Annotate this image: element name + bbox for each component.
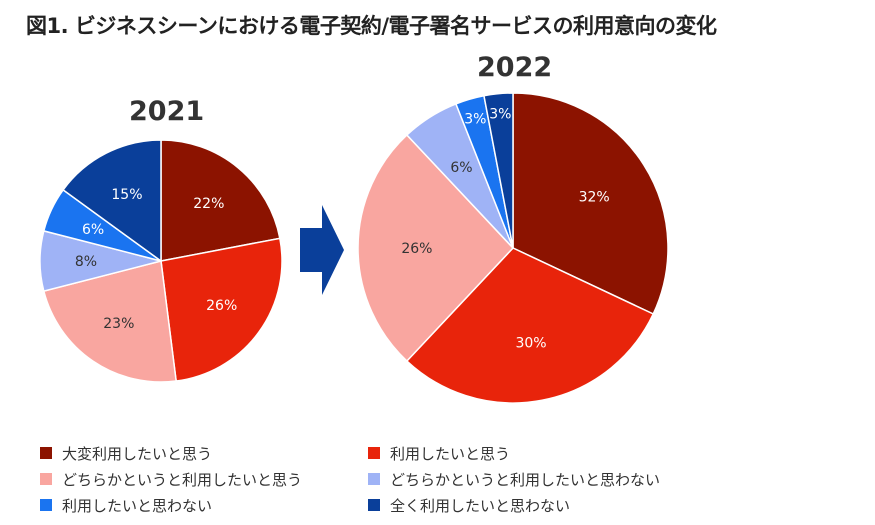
legend-label: 利用したいと思わない	[62, 496, 213, 515]
pie-2021-slice-5	[62, 139, 162, 263]
pie-2021-title: 2021	[129, 96, 205, 127]
pie-2022-label-3: 6%	[450, 160, 472, 176]
pie-2021-label-0: 22%	[193, 196, 224, 212]
pie-2021-label-3: 8%	[75, 254, 97, 270]
pie-2022-slice-2	[357, 133, 515, 363]
pie-2021-label-5: 15%	[111, 187, 142, 203]
legend-label: どちらかというと利用したいと思う	[62, 470, 303, 489]
legend-label: 利用したいと思う	[390, 444, 511, 463]
pie-2021-label-2: 23%	[103, 316, 134, 332]
arrow-icon	[300, 205, 344, 295]
pie-2022-label-2: 26%	[401, 241, 432, 257]
legend-swatch	[40, 447, 52, 459]
pie-2021-label-4: 6%	[82, 222, 104, 238]
pie-2021-slice-1	[160, 237, 283, 382]
pie-2022-slice-0	[512, 92, 669, 315]
pie-2022-label-4: 3%	[464, 112, 486, 128]
pie-2022-label-1: 30%	[515, 335, 546, 351]
legend-item: 利用したいと思わない	[40, 495, 368, 515]
legend-swatch	[368, 447, 380, 459]
legend-item: 全く利用したいと思わない	[368, 495, 698, 515]
pie-2022-slice-5	[483, 92, 514, 249]
legend-item: 大変利用したいと思う	[40, 443, 368, 463]
pie-2021-label-1: 26%	[206, 298, 237, 314]
figure-title: 図1. ビジネスシーンにおける電子契約/電子署名サービスの利用意向の変化	[26, 14, 717, 38]
legend-swatch	[368, 499, 380, 511]
legend-label: どちらかというと利用したいと思わない	[390, 470, 661, 489]
legend-item: 利用したいと思う	[368, 443, 698, 463]
legend-swatch	[40, 473, 52, 485]
legend-label: 大変利用したいと思う	[62, 444, 213, 463]
legend-swatch	[40, 499, 52, 511]
pie-2022-title: 2022	[477, 52, 553, 83]
legend-label: 全く利用したいと思わない	[390, 496, 571, 515]
pie-2022-label-5: 3%	[489, 107, 511, 123]
legend-swatch	[368, 473, 380, 485]
legend: 大変利用したいと思う 利用したいと思うどちらかというと利用したいと思う どちらかとい…	[40, 443, 698, 515]
pie-2021-slice-2	[42, 260, 178, 383]
legend-item: どちらかというと利用したいと思う	[40, 469, 368, 489]
pie-2022-slice-1	[405, 247, 655, 404]
pie-2022-label-0: 32%	[579, 190, 610, 206]
legend-item: どちらかというと利用したいと思わない	[368, 469, 698, 489]
pie-2021-slice-0	[160, 139, 281, 262]
